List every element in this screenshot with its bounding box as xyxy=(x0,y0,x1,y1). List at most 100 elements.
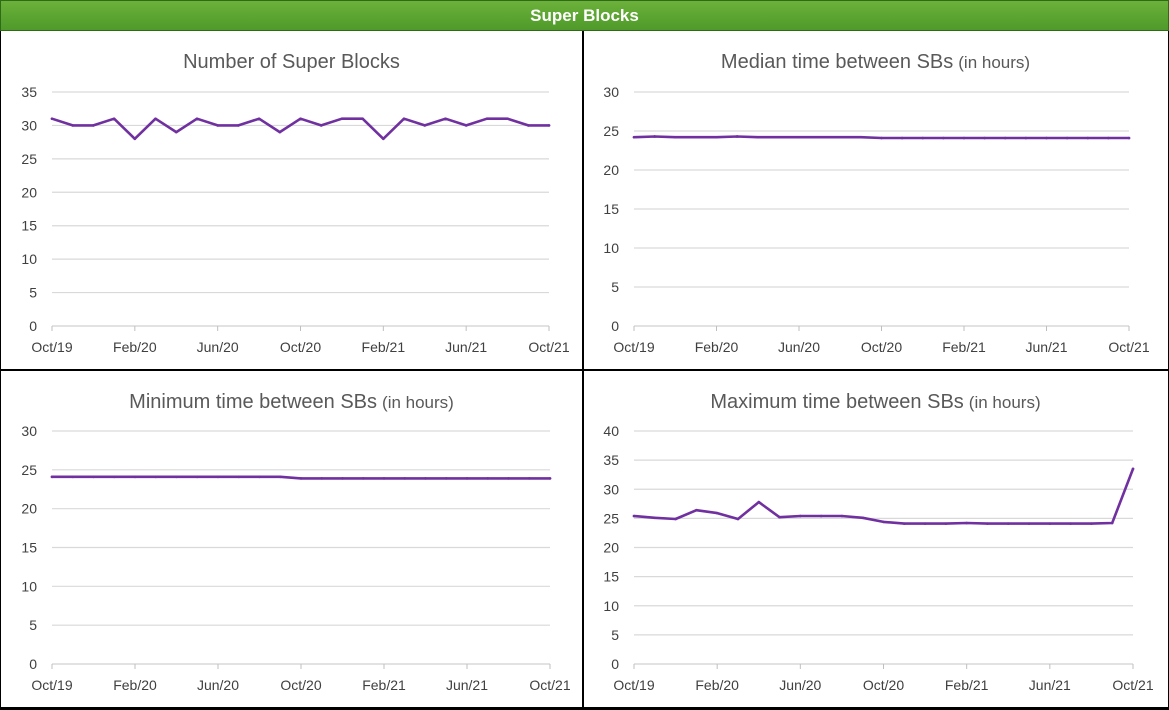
chart-title-text: Maximum time between SBs xyxy=(710,391,963,413)
y-tick-label: 20 xyxy=(603,540,619,556)
data-point xyxy=(861,516,865,520)
x-tick-label: Oct/20 xyxy=(861,339,902,355)
data-point xyxy=(216,475,220,479)
data-point xyxy=(112,475,116,479)
data-point xyxy=(673,135,677,139)
y-tick-label: 0 xyxy=(611,656,619,672)
data-point xyxy=(237,124,240,127)
y-tick-label: 35 xyxy=(21,84,37,100)
y-tick-label: 30 xyxy=(21,423,37,439)
data-point xyxy=(195,117,199,121)
y-tick-label: 0 xyxy=(29,318,37,334)
y-tick-label: 20 xyxy=(603,162,619,178)
data-point xyxy=(299,117,302,121)
data-point xyxy=(1024,136,1028,140)
data-point xyxy=(320,477,324,480)
y-tick-label: 5 xyxy=(29,285,37,301)
data-point xyxy=(71,124,75,127)
data-point xyxy=(777,135,780,139)
data-point xyxy=(840,514,844,518)
chart-panel-4: Maximum time between SBs (in hours) 0 5 10 15… xyxy=(584,371,1167,707)
data-point xyxy=(257,117,261,121)
maximum-time-chart: Maximum time between SBs (in hours) 0 5 10 15… xyxy=(603,391,1153,693)
data-point xyxy=(382,137,385,141)
data-point xyxy=(942,136,945,140)
data-point xyxy=(1107,136,1110,140)
data-point xyxy=(92,124,95,127)
y-tick-label: 0 xyxy=(29,656,37,672)
data-point xyxy=(174,130,178,134)
banner-title: Super Blocks xyxy=(0,0,1169,31)
x-tick-label: Feb/20 xyxy=(695,339,739,355)
data-point xyxy=(547,124,551,127)
data-point xyxy=(361,117,364,121)
data-point xyxy=(695,508,698,512)
chart-title: Number of Super Blocks xyxy=(183,51,400,73)
data-point xyxy=(319,124,323,127)
data-point xyxy=(340,117,344,121)
data-point xyxy=(965,521,968,525)
y-tick-label: 25 xyxy=(603,123,619,139)
data-point xyxy=(486,477,490,480)
data-point xyxy=(1110,521,1114,525)
data-point xyxy=(715,135,718,139)
data-point xyxy=(900,136,904,140)
data-point xyxy=(175,475,178,479)
y-tick-label: 5 xyxy=(29,617,37,633)
y-tick-label: 15 xyxy=(603,569,619,585)
data-point xyxy=(464,124,468,127)
x-tick-label: Oct/21 xyxy=(528,339,569,355)
y-tick-label: 10 xyxy=(21,578,37,594)
data-point xyxy=(423,124,427,127)
data-point xyxy=(444,117,447,121)
data-point xyxy=(653,516,657,520)
x-tick-label: Oct/20 xyxy=(280,339,321,355)
x-tick-label: Oct/20 xyxy=(863,677,904,693)
chart-title: Minimum time between SBs (in hours) xyxy=(129,391,454,413)
data-point xyxy=(258,475,261,479)
data-point xyxy=(962,136,966,140)
data-point xyxy=(1027,522,1031,525)
x-tick-label: Oct/19 xyxy=(613,339,654,355)
chart-title-unit: (in hours) xyxy=(969,393,1041,412)
y-tick-label: 15 xyxy=(603,201,619,217)
data-point xyxy=(1065,136,1069,140)
x-tick-label: Jun/20 xyxy=(779,677,821,693)
data-point xyxy=(154,117,157,121)
x-tick-label: Feb/21 xyxy=(942,339,986,355)
data-point xyxy=(402,117,406,121)
data-point xyxy=(1069,522,1072,525)
data-point xyxy=(694,135,698,139)
data-point xyxy=(1131,467,1135,471)
y-tick-label: 20 xyxy=(21,184,37,200)
data-point xyxy=(983,136,986,140)
y-tick-label: 5 xyxy=(611,627,619,643)
data-point xyxy=(923,522,927,525)
chart-panel-2: Median time between SBs (in hours) 0 5 10 15 2… xyxy=(584,31,1167,369)
x-tick-label: Oct/19 xyxy=(31,339,72,355)
data-point xyxy=(133,475,137,479)
data-point xyxy=(507,477,510,480)
data-point xyxy=(882,520,885,524)
data-point xyxy=(632,135,636,139)
data-point xyxy=(154,475,158,479)
data-point xyxy=(299,477,303,480)
x-tick-label: Oct/21 xyxy=(1108,339,1149,355)
data-point xyxy=(986,522,989,525)
x-tick-label: Jun/21 xyxy=(1025,339,1067,355)
data-point xyxy=(880,136,883,140)
chart-title-unit: (in hours) xyxy=(958,53,1030,72)
y-tick-label: 5 xyxy=(611,279,619,295)
data-point xyxy=(944,522,948,525)
number-of-super-blocks-chart: Number of Super Blocks 0 5 10 15 20 25 30 35 Oct/… xyxy=(21,51,569,355)
data-point xyxy=(548,477,552,480)
y-tick-label: 10 xyxy=(603,240,619,256)
data-point xyxy=(237,475,241,479)
chart-title: Maximum time between SBs (in hours) xyxy=(710,391,1040,413)
chart-title-text: Median time between SBs xyxy=(721,51,953,73)
data-point xyxy=(757,500,761,504)
y-tick-label: 30 xyxy=(603,84,619,100)
x-tick-label: Jun/20 xyxy=(197,339,239,355)
data-point xyxy=(921,136,925,140)
median-time-chart: Median time between SBs (in hours) 0 5 10 15 2… xyxy=(603,51,1149,355)
